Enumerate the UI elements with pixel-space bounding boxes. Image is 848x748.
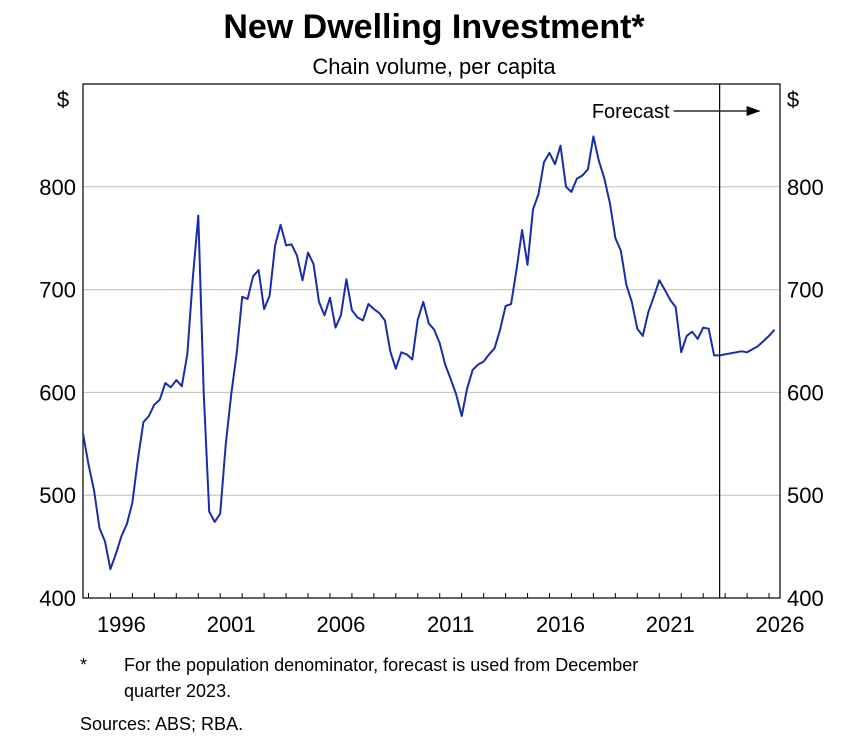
y-tick-left-500: 500 — [39, 483, 76, 508]
chart-subtitle: Chain volume, per capita — [312, 54, 556, 79]
left-axis-unit: $ — [57, 87, 69, 112]
x-axis-ticks: 1996 2001 2006 2011 2016 2021 2026 — [87, 593, 805, 637]
y-tick-left-400: 400 — [39, 586, 76, 611]
x-tick-2026: 2026 — [756, 612, 805, 637]
forecast-label: Forecast — [592, 101, 670, 123]
y-tick-left-600: 600 — [39, 380, 76, 405]
y-tick-right-600: 600 — [787, 380, 824, 405]
footnote-marker: * — [80, 655, 87, 675]
right-axis-unit: $ — [787, 87, 799, 112]
x-tick-2016: 2016 — [536, 612, 585, 637]
footnote-line-2: quarter 2023. — [124, 681, 231, 701]
x-tick-2001: 2001 — [207, 612, 256, 637]
footnote-line-1: For the population denominator, forecast… — [124, 655, 638, 675]
right-axis-ticks: 400 500 600 700 800 — [787, 175, 824, 611]
x-tick-2006: 2006 — [316, 612, 365, 637]
sources-note: Sources: ABS; RBA. — [80, 714, 243, 734]
chart-title: New Dwelling Investment* — [223, 8, 645, 46]
x-tick-2021: 2021 — [646, 612, 695, 637]
x-tick-2011: 2011 — [427, 612, 474, 637]
left-axis-ticks: 400 500 600 700 800 — [39, 175, 76, 611]
y-tick-right-400: 400 — [787, 586, 824, 611]
series-line-dwelling-investment — [82, 135, 776, 571]
plot-frame — [82, 83, 781, 599]
y-tick-right-800: 800 — [787, 175, 824, 200]
x-tick-1996: 1996 — [97, 612, 146, 637]
gridlines — [83, 186, 780, 496]
y-tick-right-700: 700 — [787, 278, 824, 303]
y-tick-left-800: 800 — [39, 175, 76, 200]
y-tick-right-500: 500 — [787, 483, 824, 508]
y-tick-left-700: 700 — [39, 278, 76, 303]
